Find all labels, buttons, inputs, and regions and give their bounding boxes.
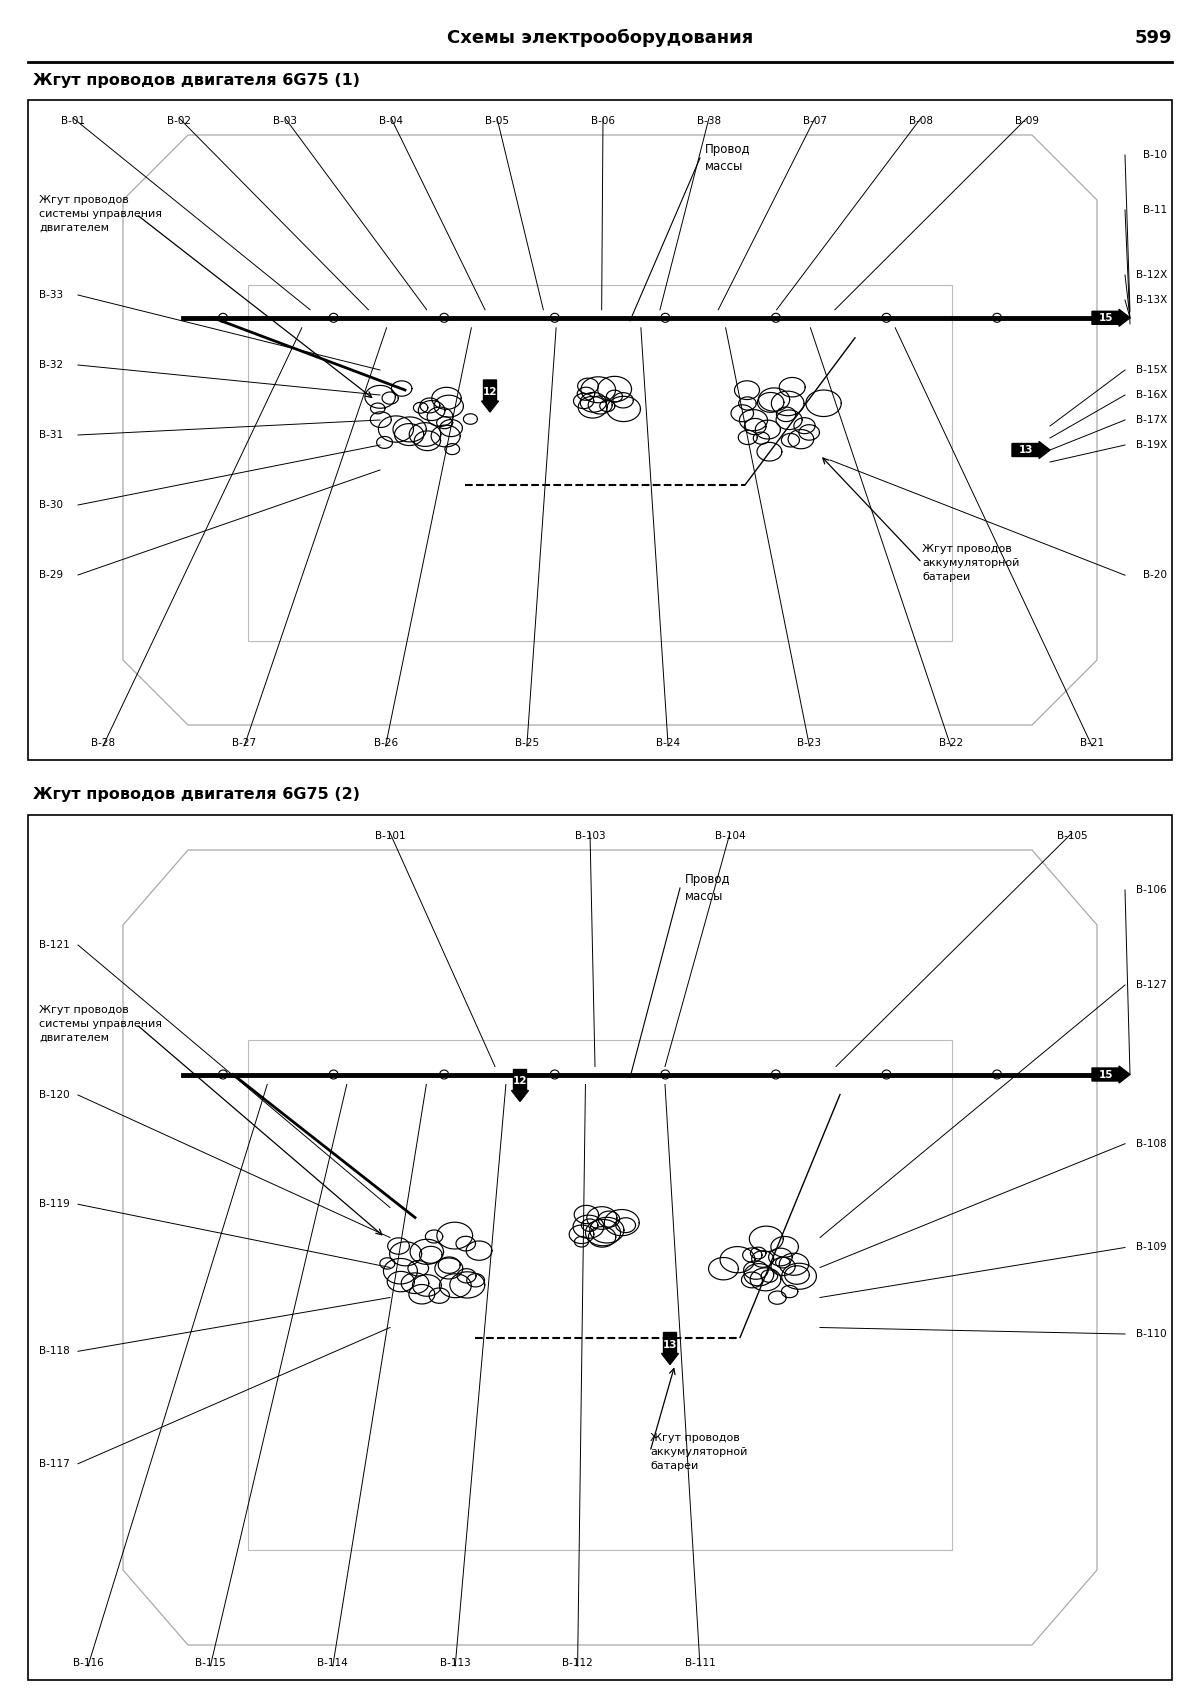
Text: 13: 13: [662, 1339, 677, 1349]
Text: Жгут проводов: Жгут проводов: [38, 1005, 128, 1015]
Text: B-22: B-22: [938, 738, 962, 748]
Text: 599: 599: [1134, 29, 1172, 48]
Text: B-19X: B-19X: [1135, 440, 1166, 450]
Text: массы: массы: [706, 160, 743, 173]
Text: B-20: B-20: [1142, 570, 1166, 580]
Text: Жгут проводов двигателя 6G75 (2): Жгут проводов двигателя 6G75 (2): [34, 787, 360, 803]
Text: 15: 15: [1099, 1069, 1114, 1079]
Text: B-116: B-116: [73, 1658, 103, 1668]
Bar: [248, 1040, 952, 1551]
Text: двигателем: двигателем: [38, 222, 109, 232]
Bar: [28, 815, 1172, 1680]
Text: B-05: B-05: [485, 115, 509, 126]
Text: Провод: Провод: [685, 874, 731, 886]
Text: B-105: B-105: [1057, 832, 1087, 842]
Bar: [28, 100, 1172, 760]
Text: Жгут проводов: Жгут проводов: [922, 543, 1012, 553]
Text: системы управления: системы управления: [38, 1018, 162, 1028]
Text: B-24: B-24: [656, 738, 680, 748]
FancyArrow shape: [511, 1069, 528, 1101]
Text: батареи: батареи: [650, 1461, 698, 1471]
Text: Схемы электрооборудования: Схемы электрооборудования: [446, 29, 754, 48]
Text: B-08: B-08: [910, 115, 934, 126]
Text: B-38: B-38: [697, 115, 721, 126]
Text: B-31: B-31: [38, 429, 64, 440]
Text: B-103: B-103: [575, 832, 605, 842]
Text: B-01: B-01: [61, 115, 85, 126]
Text: 15: 15: [1099, 312, 1114, 322]
Text: B-109: B-109: [1136, 1242, 1166, 1252]
Text: B-17X: B-17X: [1135, 416, 1166, 424]
Text: B-07: B-07: [803, 115, 827, 126]
Text: B-15X: B-15X: [1135, 365, 1166, 375]
Text: B-113: B-113: [440, 1658, 470, 1668]
Text: B-104: B-104: [715, 832, 745, 842]
Text: Жгут проводов: Жгут проводов: [650, 1432, 739, 1442]
Text: B-13X: B-13X: [1135, 295, 1166, 305]
Text: B-26: B-26: [373, 738, 397, 748]
Text: B-110: B-110: [1136, 1329, 1166, 1339]
Text: B-09: B-09: [1015, 115, 1039, 126]
Text: Жгут проводов двигателя 6G75 (1): Жгут проводов двигателя 6G75 (1): [34, 73, 360, 88]
Text: B-21: B-21: [1080, 738, 1104, 748]
Text: B-106: B-106: [1136, 886, 1166, 894]
Text: B-120: B-120: [38, 1089, 70, 1100]
Text: B-127: B-127: [1136, 979, 1166, 989]
FancyArrow shape: [481, 380, 498, 412]
Text: B-10: B-10: [1142, 149, 1166, 160]
Text: B-108: B-108: [1136, 1139, 1166, 1149]
Text: 12: 12: [482, 387, 497, 397]
Text: Жгут проводов: Жгут проводов: [38, 195, 128, 205]
Text: B-30: B-30: [38, 501, 64, 511]
Text: B-115: B-115: [196, 1658, 226, 1668]
Text: аккумуляторной: аккумуляторной: [650, 1448, 748, 1456]
Text: 12: 12: [512, 1076, 527, 1086]
Text: батареи: батареи: [922, 572, 971, 582]
Text: B-11: B-11: [1142, 205, 1166, 216]
Text: Провод: Провод: [706, 144, 751, 156]
Text: B-101: B-101: [374, 832, 406, 842]
Text: системы управления: системы управления: [38, 209, 162, 219]
Text: массы: массы: [685, 889, 724, 903]
Text: B-28: B-28: [91, 738, 115, 748]
FancyArrow shape: [1012, 441, 1050, 458]
Text: B-12X: B-12X: [1135, 270, 1166, 280]
Text: B-25: B-25: [515, 738, 539, 748]
FancyArrow shape: [661, 1332, 678, 1364]
Text: B-02: B-02: [167, 115, 191, 126]
Text: двигателем: двигателем: [38, 1033, 109, 1044]
Text: 13: 13: [1019, 445, 1033, 455]
Text: B-16X: B-16X: [1135, 390, 1166, 400]
Text: B-04: B-04: [379, 115, 403, 126]
Text: B-32: B-32: [38, 360, 64, 370]
Text: B-06: B-06: [592, 115, 616, 126]
Text: B-23: B-23: [797, 738, 822, 748]
Text: B-121: B-121: [38, 940, 70, 950]
Text: B-114: B-114: [318, 1658, 348, 1668]
Text: B-27: B-27: [233, 738, 257, 748]
Text: B-118: B-118: [38, 1346, 70, 1356]
Text: B-117: B-117: [38, 1459, 70, 1468]
Bar: [248, 285, 952, 641]
Text: B-29: B-29: [38, 570, 64, 580]
FancyArrow shape: [1092, 309, 1130, 326]
Text: B-03: B-03: [274, 115, 298, 126]
Text: B-119: B-119: [38, 1200, 70, 1210]
Text: B-112: B-112: [563, 1658, 593, 1668]
Text: аккумуляторной: аккумуляторной: [922, 558, 1019, 568]
Text: B-33: B-33: [38, 290, 64, 300]
Text: B-111: B-111: [685, 1658, 715, 1668]
FancyArrow shape: [1092, 1066, 1130, 1083]
